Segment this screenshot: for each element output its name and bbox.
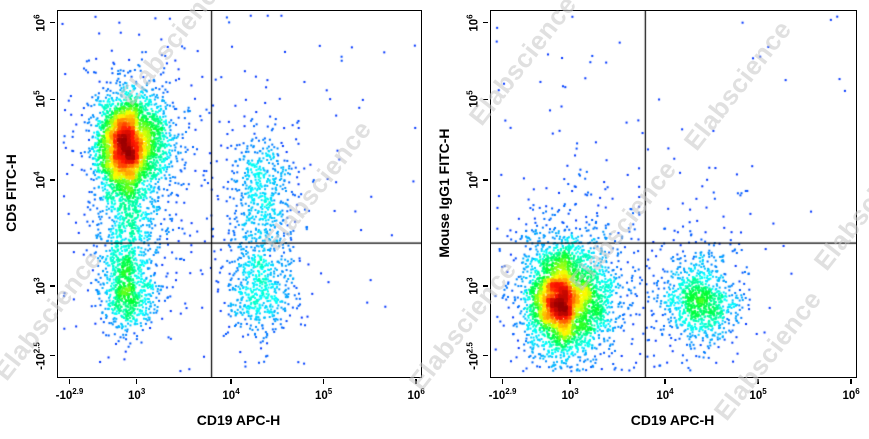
x-tick-mark bbox=[664, 379, 666, 385]
x-tick-label: 105 bbox=[749, 387, 767, 402]
y-tick-label: 105 bbox=[465, 90, 481, 109]
x-tick-mark bbox=[757, 379, 759, 385]
x-tick-label: -102.9 bbox=[55, 387, 84, 402]
scatter-plot-canvas bbox=[490, 10, 857, 378]
y-tick-label: 103 bbox=[465, 277, 481, 295]
x-tick-label: 105 bbox=[314, 387, 333, 402]
x-tick-mark bbox=[415, 379, 417, 385]
y-tick-mark bbox=[50, 179, 56, 181]
x-tick-mark bbox=[850, 379, 852, 385]
y-tick-label: 104 bbox=[465, 171, 481, 189]
y-tick-label: 106 bbox=[32, 13, 48, 32]
y-tick-mark bbox=[50, 285, 56, 287]
x-tick-label: -102.9 bbox=[488, 387, 517, 402]
x-tick-mark bbox=[501, 379, 504, 385]
x-tick-label: 104 bbox=[222, 387, 240, 402]
y-tick-mark bbox=[50, 354, 56, 357]
x-tick-mark bbox=[135, 379, 138, 385]
y-tick-mark bbox=[483, 285, 489, 287]
x-tick-label: 106 bbox=[407, 387, 425, 402]
x-tick-mark bbox=[230, 379, 232, 385]
x-tick-label: 104 bbox=[656, 387, 674, 402]
y-tick-label: 106 bbox=[465, 13, 481, 32]
y-tick-mark bbox=[50, 21, 56, 24]
y-tick-mark bbox=[483, 354, 489, 357]
x-tick-mark bbox=[569, 379, 571, 385]
y-axis-label: CD5 FITC-H bbox=[3, 154, 19, 232]
x-tick-label: 103 bbox=[561, 387, 579, 402]
y-tick-label: 105 bbox=[32, 90, 48, 109]
x-tick-label: 106 bbox=[842, 387, 860, 402]
x-tick-mark bbox=[322, 379, 325, 385]
y-tick-mark bbox=[483, 179, 489, 181]
flow-plot-cd5-vs-cd19: CD5 FITC-H CD19 APC-H -102.9 103 104 105 106… bbox=[3, 10, 425, 428]
y-tick-label: 104 bbox=[32, 171, 48, 189]
x-tick-mark bbox=[68, 379, 71, 385]
y-axis-label: Mouse IgG1 FITC-H bbox=[436, 128, 452, 258]
x-tick-label: 103 bbox=[128, 387, 146, 402]
y-tick-mark bbox=[483, 98, 489, 101]
scatter-plot-canvas bbox=[57, 10, 422, 378]
y-tick-label: -102.5 bbox=[465, 341, 481, 370]
y-tick-mark bbox=[483, 21, 489, 24]
y-tick-mark bbox=[50, 98, 56, 101]
y-tick-label: 103 bbox=[32, 277, 48, 295]
flow-plot-igg1-vs-cd19: Mouse IgG1 FITC-H CD19 APC-H -102.9 103 10… bbox=[436, 10, 860, 428]
x-axis-label: CD19 APC-H bbox=[630, 412, 715, 428]
y-tick-label: -102.5 bbox=[32, 341, 48, 370]
x-axis-label: CD19 APC-H bbox=[196, 412, 281, 428]
